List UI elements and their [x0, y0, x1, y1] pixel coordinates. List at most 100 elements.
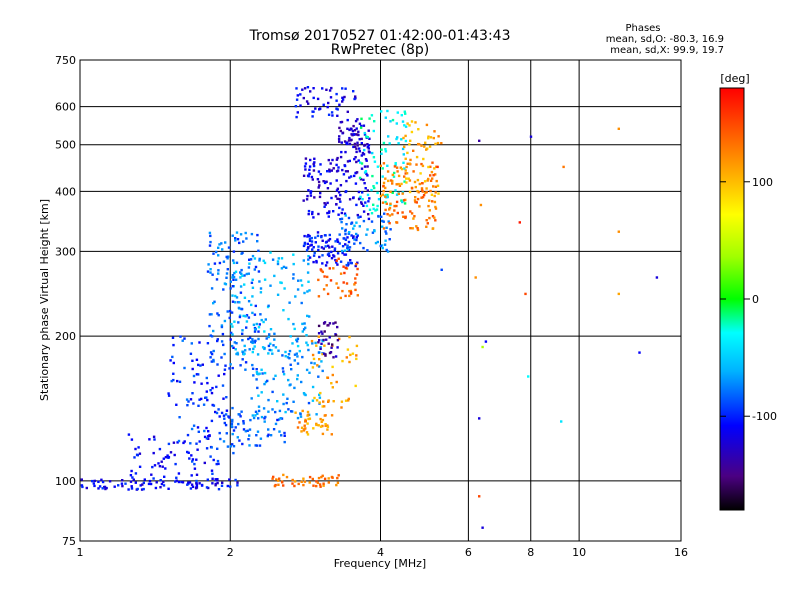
- data-point: [228, 478, 231, 481]
- data-point: [362, 178, 365, 182]
- data-point: [327, 252, 331, 255]
- data-point: [285, 475, 289, 479]
- data-point: [250, 281, 254, 284]
- data-point: [357, 159, 360, 162]
- data-point: [121, 484, 124, 488]
- data-point: [130, 487, 134, 490]
- data-point: [296, 288, 300, 291]
- data-point: [251, 367, 255, 370]
- data-point: [328, 322, 332, 325]
- data-point: [315, 344, 318, 347]
- data-point: [234, 301, 237, 304]
- data-point: [185, 398, 189, 401]
- data-point: [382, 185, 385, 188]
- data-point: [314, 107, 317, 110]
- data-point: [132, 478, 135, 481]
- data-point: [352, 124, 355, 128]
- x-tick-label: 1: [77, 546, 84, 559]
- data-point: [364, 201, 367, 204]
- data-point: [344, 150, 347, 154]
- data-point: [307, 189, 310, 192]
- data-point: [217, 462, 220, 466]
- data-point: [198, 398, 201, 401]
- data-point: [312, 169, 316, 172]
- data-point: [417, 191, 420, 194]
- data-point: [205, 376, 208, 380]
- data-point: [319, 191, 322, 195]
- data-point: [226, 445, 230, 448]
- data-point: [235, 342, 238, 345]
- data-point: [104, 487, 107, 491]
- data-point: [422, 193, 426, 197]
- data-point: [344, 87, 347, 90]
- data-point: [197, 430, 200, 433]
- data-point: [265, 337, 268, 340]
- data-point: [339, 218, 342, 221]
- data-point: [273, 332, 276, 335]
- data-point: [344, 253, 348, 256]
- data-point: [257, 270, 261, 273]
- data-point: [240, 272, 243, 276]
- data-point: [306, 343, 309, 347]
- data-point: [311, 178, 314, 181]
- data-point: [311, 477, 314, 481]
- data-point: [420, 162, 423, 166]
- data-point: [251, 311, 254, 315]
- data-point: [329, 182, 332, 185]
- y-axis-label: Stationary phase Virtual Height [km]: [38, 199, 51, 401]
- data-point: [322, 482, 325, 485]
- y-tick-label: 100: [55, 475, 76, 488]
- data-point: [317, 278, 320, 282]
- data-point: [93, 479, 96, 483]
- data-point: [367, 213, 370, 216]
- data-point: [307, 102, 310, 105]
- data-point: [261, 346, 265, 349]
- data-point: [262, 320, 265, 324]
- data-point: [178, 380, 182, 383]
- data-point: [337, 257, 340, 260]
- data-point: [349, 259, 352, 262]
- data-point: [425, 187, 428, 190]
- data-point: [218, 261, 222, 265]
- data-point: [231, 406, 234, 410]
- data-point: [363, 131, 366, 135]
- data-point: [349, 289, 352, 293]
- data-point: [308, 371, 311, 374]
- data-point: [341, 359, 344, 363]
- data-point: [397, 192, 400, 195]
- data-point: [339, 193, 342, 197]
- data-point: [428, 209, 431, 212]
- data-point: [356, 213, 359, 217]
- data-point: [388, 206, 392, 210]
- data-point: [209, 356, 212, 359]
- data-point: [255, 378, 258, 381]
- data-point: [353, 283, 356, 286]
- data-point: [250, 232, 254, 236]
- data-point: [150, 473, 153, 476]
- data-point: [217, 488, 221, 491]
- data-point: [305, 198, 309, 201]
- data-point: [181, 481, 185, 484]
- data-point: [412, 149, 415, 152]
- data-point: [225, 432, 228, 435]
- data-point: [276, 262, 280, 266]
- data-point: [327, 399, 330, 402]
- data-point: [189, 442, 192, 445]
- data-point: [355, 273, 359, 276]
- data-point: [257, 417, 260, 420]
- data-point: [189, 352, 193, 355]
- data-point: [217, 374, 220, 377]
- data-point: [152, 435, 156, 438]
- x-tick-label: 4: [377, 546, 384, 559]
- data-point: [162, 484, 166, 487]
- data-point: [308, 237, 312, 241]
- y-tick-label: 500: [55, 139, 76, 152]
- data-point: [348, 176, 351, 179]
- data-point: [245, 314, 249, 317]
- data-point: [356, 144, 359, 147]
- data-point: [264, 415, 267, 419]
- data-point: [357, 216, 360, 219]
- data-point: [324, 203, 327, 206]
- chart-subtitle: RwPretec (8p): [331, 42, 429, 58]
- data-point: [334, 258, 337, 262]
